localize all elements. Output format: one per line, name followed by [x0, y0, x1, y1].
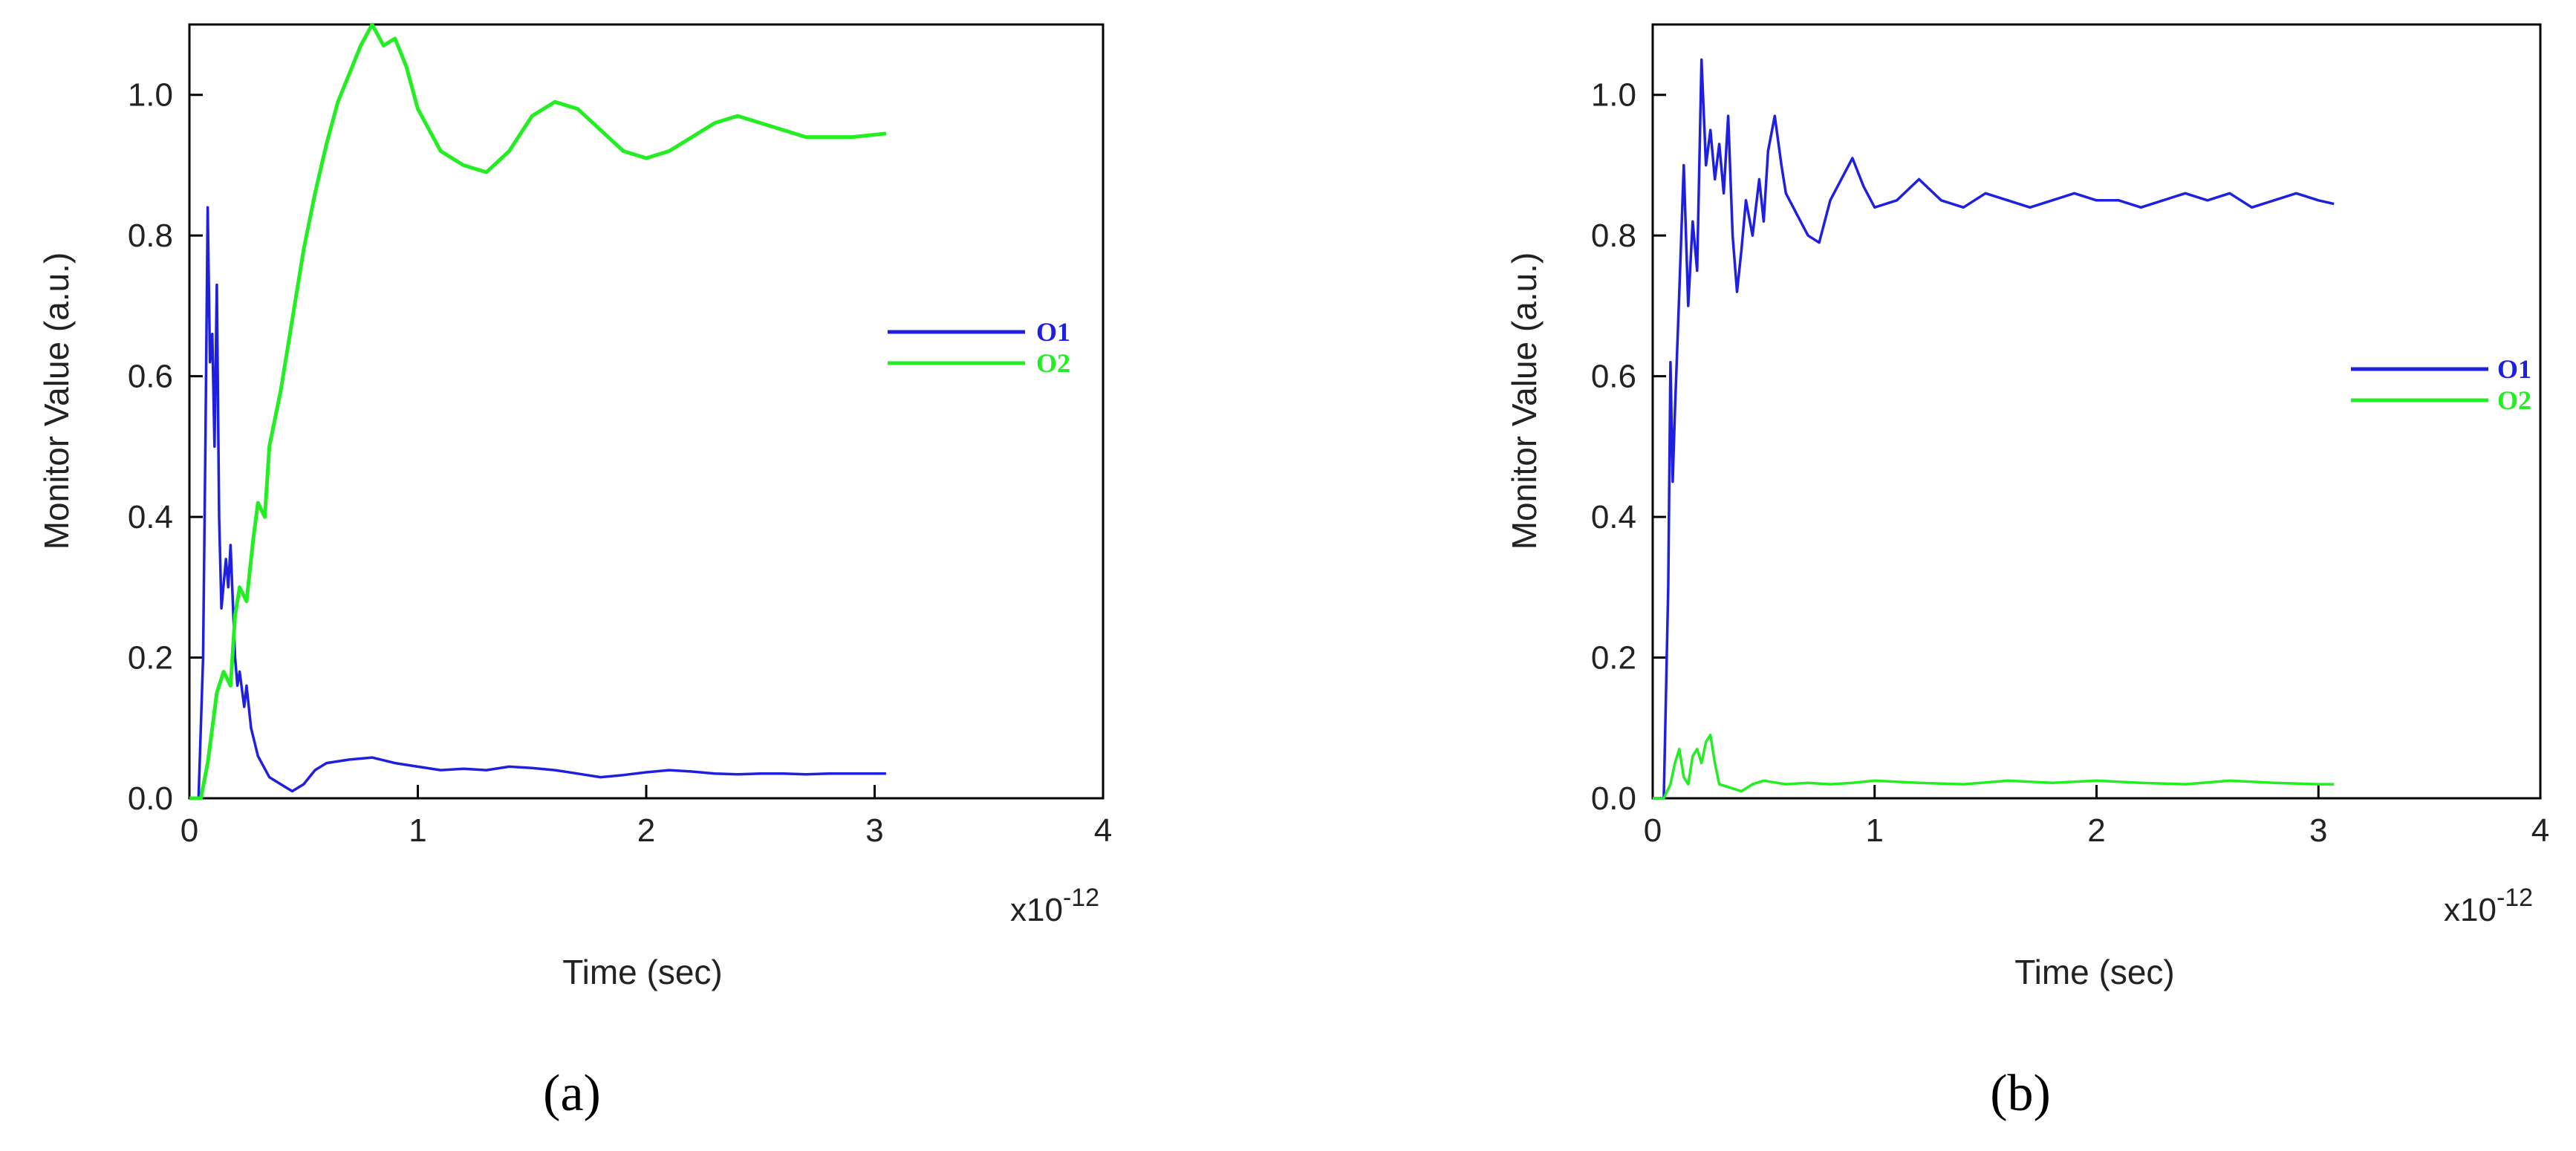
x-tick-label-b-1: 1: [1866, 812, 1884, 849]
legend-label-b-o2: O2: [2497, 385, 2531, 415]
x-tick-label-b-2: 2: [2087, 812, 2105, 849]
y-tick-label-a-3: 0.6: [128, 359, 173, 395]
y-axis-title-a: Monitor Value (a.u.): [37, 252, 76, 550]
y-tick-label-b-1: 0.2: [1591, 640, 1636, 676]
x-tick-label-a-1: 1: [409, 812, 426, 849]
y-tick-label-b-3: 0.6: [1591, 359, 1636, 395]
x-tick-label-a-0: 0: [180, 812, 198, 849]
x-tick-label-a-2: 2: [637, 812, 655, 849]
y-tick-label-b-0: 0.0: [1591, 780, 1636, 817]
x-multiplier-exponent-a: -12: [1063, 884, 1099, 912]
x-multiplier-a: x10-12: [1010, 884, 1099, 928]
series-line-b-o1: [1653, 58, 2335, 800]
y-tick-label-b-2: 0.4: [1591, 499, 1636, 535]
y-tick-label-b-5: 1.0: [1591, 77, 1636, 114]
x-multiplier-b: x10-12: [2444, 884, 2533, 928]
y-tick-label-a-0: 0.0: [128, 780, 173, 817]
series-line-a-o2: [189, 22, 887, 801]
series-line-a-o1: [189, 206, 886, 800]
legend-label-a-o2: O2: [1036, 348, 1070, 378]
panel-b: (b) Time (sec) Monitor Value (a.u.) x10-…: [1505, 23, 2549, 1122]
panel-label-a: (a): [543, 1065, 601, 1122]
x-tick-label-a-4: 4: [1094, 812, 1112, 849]
y-tick-label-a-2: 0.4: [128, 499, 173, 535]
x-tick-label-a-3: 3: [865, 812, 883, 849]
x-multiplier-base-a: x10: [1010, 892, 1063, 928]
y-tick-label-a-4: 0.8: [128, 218, 173, 254]
x-axis-title-b: Time (sec): [2014, 953, 2175, 991]
x-tick-label-b-3: 3: [2309, 812, 2327, 849]
legend-label-a-o1: O1: [1036, 317, 1070, 347]
y-axis-title-b: Monitor Value (a.u.): [1505, 252, 1544, 550]
series-line-b-o2: [1653, 733, 2335, 800]
x-multiplier-base-b: x10: [2444, 892, 2497, 928]
x-multiplier-exponent-b: -12: [2497, 884, 2533, 912]
panel-label-b: (b): [1990, 1065, 2051, 1122]
x-tick-label-b-0: 0: [1644, 812, 1662, 849]
y-tick-label-a-1: 0.2: [128, 640, 173, 676]
y-tick-label-b-4: 0.8: [1591, 218, 1636, 254]
y-tick-label-a-5: 1.0: [128, 77, 173, 114]
panel-a: (a) Time (sec) Monitor Value (a.u.) x10-…: [37, 22, 1112, 1122]
legend-label-b-o1: O1: [2497, 354, 2531, 384]
x-axis-title-a: Time (sec): [562, 953, 723, 991]
plot-frame-b: [1651, 23, 2542, 800]
x-tick-label-b-4: 4: [2531, 812, 2549, 849]
